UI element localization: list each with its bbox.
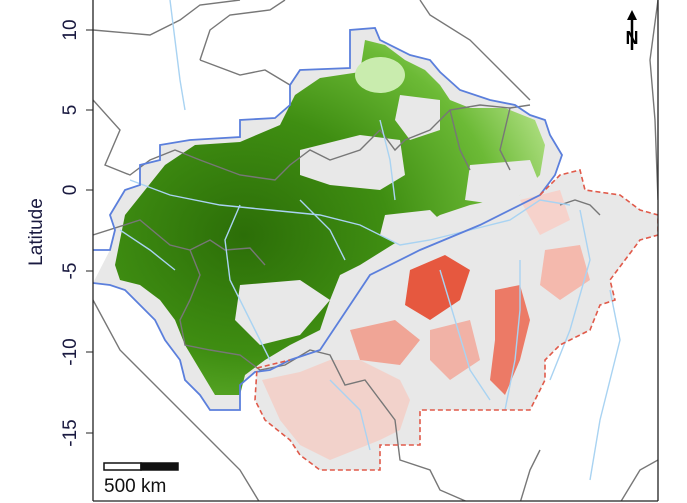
y-tick-label: -10 — [60, 338, 81, 365]
no-data-patch — [300, 135, 405, 190]
red-values-patch — [430, 320, 480, 380]
no-data-patch — [235, 280, 330, 345]
red-values-patch — [350, 320, 420, 365]
y-tick-label: 10 — [60, 19, 81, 40]
red-values-patch — [520, 190, 570, 235]
north-arrow-label: N — [626, 28, 639, 48]
y-tick-label: -5 — [60, 263, 81, 280]
scale-bar-black-segment — [140, 462, 179, 471]
y-tick-label: -15 — [60, 419, 81, 446]
north-arrow-icon: N — [626, 10, 639, 50]
south-region-boundary — [254, 169, 658, 471]
light-red-values-area — [262, 360, 410, 460]
y-axis-title: Latitude — [26, 198, 47, 266]
no-data-patch — [465, 160, 540, 205]
rivers — [119, 0, 621, 481]
north-region-boundary — [93, 27, 563, 411]
y-tick-label: 5 — [60, 105, 81, 116]
red-values-patch — [540, 245, 590, 300]
y-axis: 10 5 0 -5 -10 -15 Latitude — [26, 19, 93, 447]
light-green-patch — [355, 57, 405, 93]
red-values-patch — [405, 255, 470, 320]
scale-bar-label: 500 km — [104, 476, 166, 497]
scale-bar-white-segment — [103, 462, 142, 471]
scale-bar: 500 km — [103, 462, 179, 497]
no-data-patch — [380, 210, 445, 245]
no-data-patch — [395, 95, 440, 140]
y-tick-label: 0 — [60, 185, 81, 196]
